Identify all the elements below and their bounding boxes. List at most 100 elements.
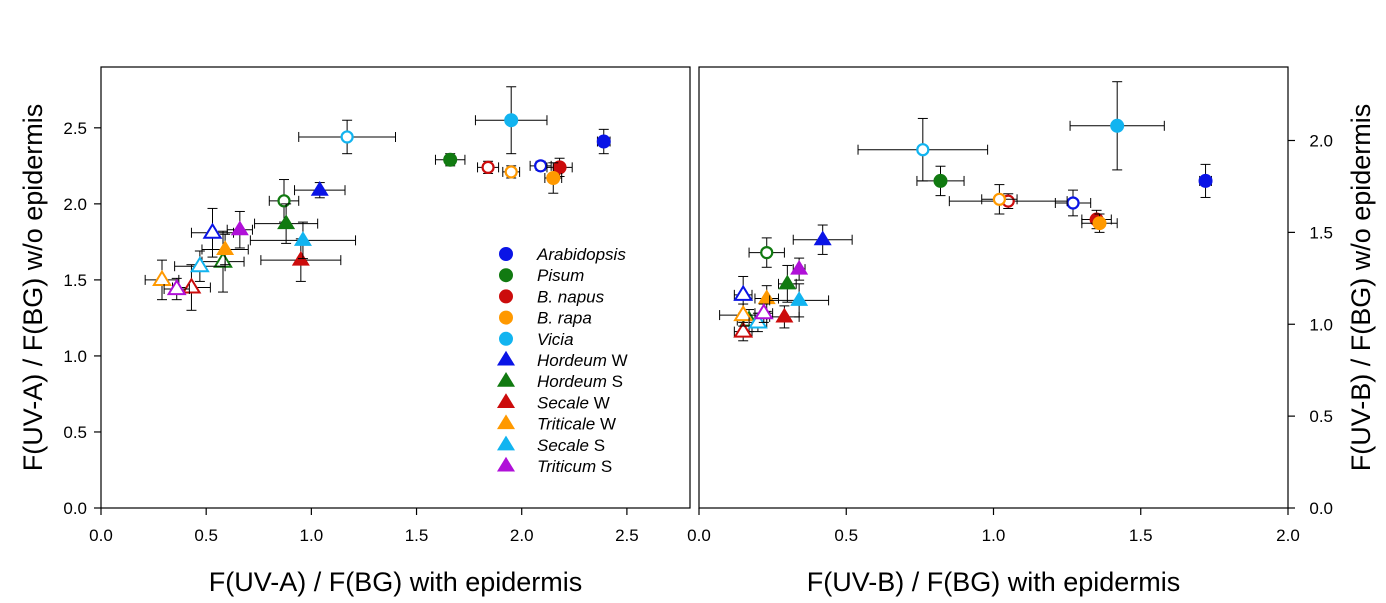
legend-label-italic: Arabidopsis (536, 245, 626, 264)
y-tick-label: 2.5 (63, 119, 87, 138)
triangle-marker (733, 321, 754, 338)
x-tick-label: 1.5 (1129, 526, 1153, 545)
legend-circle-marker (499, 247, 513, 261)
x-tick-label: 0.0 (89, 526, 113, 545)
y-tick-label: 1.5 (63, 271, 87, 290)
right-panel-uvb: 0.0 0.5 1.0 1.5 2.0 0.0 0.5 1.0 1.5 2.0 F(UV-B) / … (687, 66, 1376, 597)
legend-label: Hordeum W (537, 351, 628, 370)
legend-circle-marker (499, 289, 513, 304)
triangle-marker (790, 259, 809, 275)
triangle-marker (216, 240, 235, 256)
data-point (792, 224, 853, 255)
legend-item: Hordeum S (496, 371, 623, 391)
legend-item: B. napus (499, 287, 605, 306)
triangle-marker (733, 284, 754, 301)
legend-item: Secale S (496, 435, 605, 455)
triangle-marker (757, 289, 776, 305)
circle-marker (504, 165, 518, 179)
data-point (249, 221, 357, 260)
data-point (477, 160, 500, 174)
y-tick-label: 1.5 (1309, 223, 1333, 242)
legend-label-italic: B. rapa (537, 309, 592, 328)
triangle-marker (202, 222, 223, 239)
circle-marker (1092, 216, 1107, 231)
legend-label: Hordeum S (537, 372, 623, 391)
data-point (163, 277, 190, 301)
x-tick-label: 0.5 (194, 526, 218, 545)
data-point (1081, 213, 1118, 233)
legend-triangle-marker (496, 414, 516, 430)
legend-circle-marker (499, 331, 513, 346)
circle-marker (1110, 118, 1125, 133)
x-tick-label: 2.0 (1276, 526, 1300, 545)
legend-triangle-marker (496, 456, 516, 472)
y-tick-label: 0.0 (1309, 499, 1333, 518)
legend-label: Triticale W (537, 415, 616, 434)
data-point (857, 117, 989, 182)
legend-circle-marker (499, 268, 513, 283)
circle-marker (277, 194, 291, 208)
triangle-marker (733, 304, 754, 322)
data-point (201, 230, 245, 293)
data-point (190, 207, 235, 258)
data-point (144, 259, 180, 301)
data-point (226, 210, 253, 249)
legend-item: Triticum S (496, 456, 612, 476)
data-point (948, 193, 1068, 209)
legend-label-suffix: W (607, 351, 628, 370)
legend-label-italic: Pisum (537, 266, 584, 285)
data-point (502, 165, 521, 179)
legend-triangle-marker (496, 371, 516, 387)
legend-label-suffix: W (589, 393, 610, 412)
legend-label-italic: Triticale (537, 415, 595, 434)
circle-marker (760, 245, 774, 260)
circle-marker (534, 159, 548, 173)
legend-label-italic: Secale (537, 393, 589, 412)
y-tick-label: 0.5 (1309, 407, 1333, 426)
data-point (1069, 81, 1165, 171)
legend-label-suffix: S (589, 436, 605, 455)
data-point (434, 152, 466, 167)
legend-label-italic: Hordeum (537, 372, 607, 391)
circle-marker (546, 171, 561, 186)
x-tick-label: 2.5 (615, 526, 639, 545)
legend-triangle-marker (496, 393, 516, 408)
legend-label: Triticum S (537, 457, 612, 476)
y-tick-label: 2.0 (63, 195, 87, 214)
triangle-marker (747, 312, 768, 329)
data-point (1054, 189, 1092, 217)
legend-label-italic: Triticum (537, 457, 596, 476)
left-panel-uva: 0.0 0.5 1.0 1.5 2.0 2.5 0.0 0.5 1.0 1.5 2.0 2.5 F(UV… (18, 66, 691, 597)
data-point (294, 180, 346, 199)
data-point (254, 203, 319, 244)
data-point (1198, 163, 1213, 198)
legend-item: Pisum (499, 266, 584, 285)
triangle-marker (230, 220, 249, 236)
x-tick-label: 2.0 (510, 526, 534, 545)
legend-label-italic: Secale (537, 436, 589, 455)
y-tick-label: 1.0 (63, 347, 87, 366)
data-point (733, 275, 754, 314)
x-axis-title: F(UV-B) / F(BG) with epidermis (807, 567, 1181, 597)
legend-item: Secale W (496, 393, 610, 412)
circle-marker (504, 113, 519, 128)
data-point (529, 159, 552, 173)
triangle-marker (166, 278, 187, 296)
circle-marker (443, 152, 458, 167)
legend-label: Vicia (537, 330, 574, 349)
x-tick-label: 1.5 (405, 526, 429, 545)
legend-label-suffix: W (595, 415, 616, 434)
legend-label-italic: Vicia (537, 330, 574, 349)
circle-marker (340, 130, 354, 144)
data-point (981, 184, 1018, 215)
circle-marker (596, 134, 611, 149)
data-point (769, 283, 830, 318)
circle-marker (992, 192, 1006, 206)
legend-triangle-marker (496, 350, 516, 366)
x-tick-label: 0.0 (687, 526, 711, 545)
legend-label: B. rapa (537, 309, 592, 328)
data-point (754, 285, 780, 312)
legend-label-italic: Hordeum (537, 351, 607, 370)
triangle-marker (753, 303, 774, 320)
legend-label: Pisum (537, 266, 584, 285)
